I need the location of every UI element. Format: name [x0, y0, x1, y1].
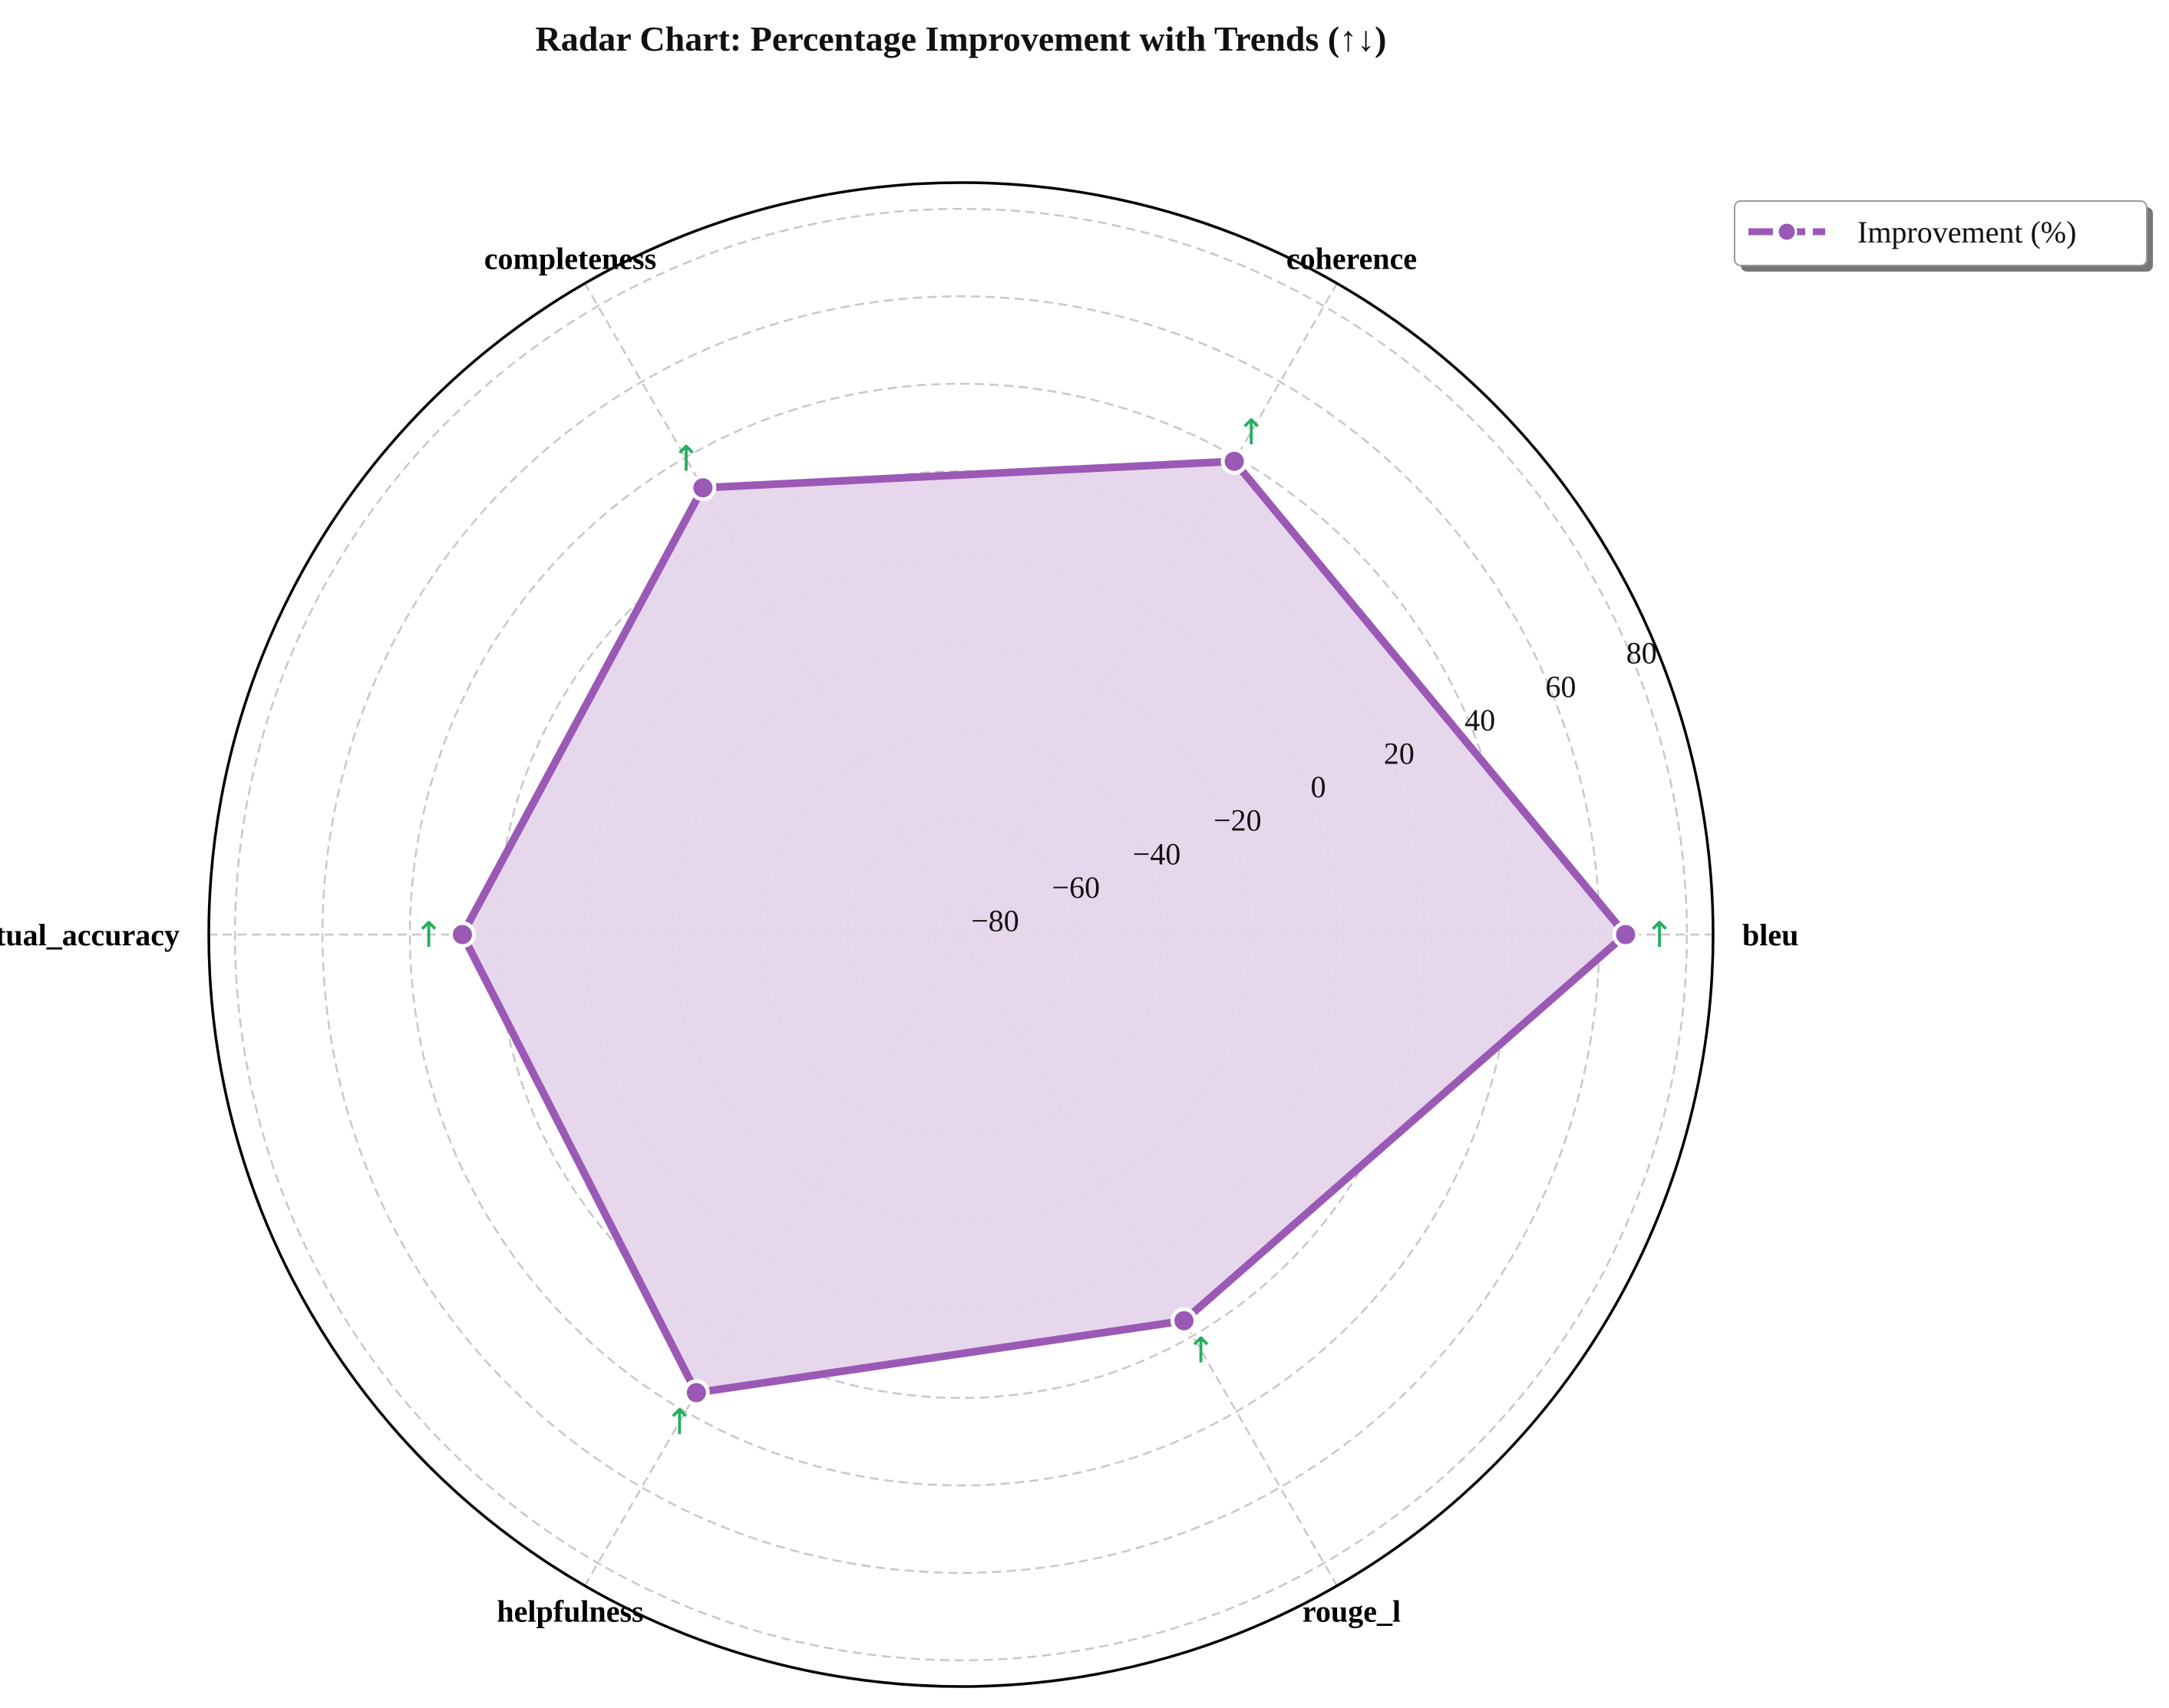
polar-frame — [207, 181, 1715, 1688]
data-point-coherence — [1220, 447, 1248, 475]
trend-arrow-bleu: ↑ — [1645, 914, 1675, 955]
grid-ring — [233, 207, 1689, 1662]
category-label-helpfulness: helpfulness — [497, 1594, 643, 1629]
radial-tick-label: −60 — [1052, 870, 1101, 905]
trend-arrow-rouge_l: ↑ — [1186, 1329, 1216, 1370]
radial-tick-label: −80 — [971, 904, 1019, 938]
chart-title: Radar Chart: Percentage Improvement with… — [536, 19, 1387, 58]
data-point-bleu — [1612, 921, 1639, 948]
trend-arrow-coherence: ↑ — [1236, 411, 1266, 453]
data-point-helpfulness — [682, 1379, 710, 1406]
data-series: ↑ ↑ ↑ ↑ ↑ ↑ — [414, 411, 1674, 1443]
category-label-coherence: coherence — [1286, 241, 1417, 275]
radial-tick-label: 40 — [1464, 703, 1495, 737]
data-point-completeness — [689, 474, 717, 502]
axis-labels: −80 −60 −40 −20 0 20 40 60 80 bleu coherence comple… — [0, 241, 1798, 1628]
trend-arrow-completeness: ↑ — [672, 438, 702, 480]
data-point-factual_accuracy — [448, 921, 476, 948]
radial-tick-label: −40 — [1133, 836, 1181, 871]
radial-tick-label: 20 — [1384, 737, 1415, 771]
radial-tick-label: 80 — [1626, 636, 1657, 671]
legend: Improvement (%) — [1734, 200, 2153, 272]
series-area-fill — [462, 461, 1626, 1393]
category-label-completeness: completeness — [484, 241, 656, 275]
legend-series-label: Improvement (%) — [1857, 215, 2076, 249]
data-point-rouge_l — [1170, 1307, 1198, 1334]
legend-box — [1734, 200, 2148, 266]
category-label-rouge_l: rouge_l — [1302, 1594, 1401, 1629]
radial-tick-label: 60 — [1545, 669, 1576, 704]
trend-arrow-helpfulness: ↑ — [665, 1401, 695, 1443]
radial-tick-label: 0 — [1311, 770, 1326, 804]
radial-tick-label: −20 — [1213, 803, 1262, 838]
legend-marker-swatch — [1776, 221, 1798, 242]
trend-arrow-factual_accuracy: ↑ — [414, 914, 444, 955]
category-label-factual_accuracy: factual_accuracy — [0, 918, 180, 952]
category-label-bleu: bleu — [1742, 918, 1798, 952]
